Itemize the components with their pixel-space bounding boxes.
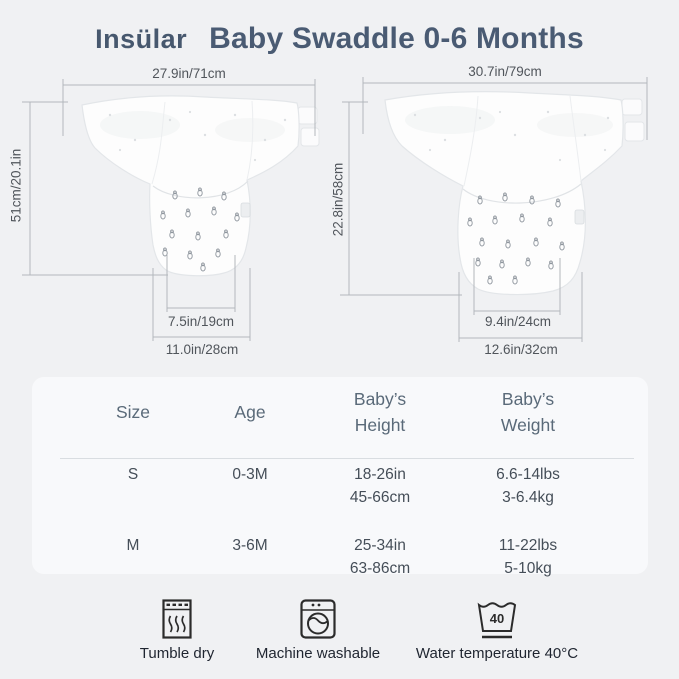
cell-height: 25-34in 63-86cm	[349, 537, 411, 577]
cell-age: 3-6M	[232, 537, 268, 554]
tumble-dry-icon	[162, 599, 192, 641]
small-width-label: 27.9in/71cm	[152, 66, 226, 81]
cell-height: 18-26in 45-66cm	[349, 466, 411, 506]
large-swaddle-dimension-lines	[340, 77, 648, 342]
water-temperature-value: 40	[490, 611, 504, 626]
care-label: Water temperature 40°C	[415, 645, 579, 662]
table-divider	[60, 458, 634, 459]
care-label: Machine washable	[255, 645, 381, 662]
cell-size: S	[127, 466, 139, 483]
care-item-water-temperature: 40 Water temperature 40°C	[387, 599, 607, 662]
cell-weight: 6.6-14lbs 3-6.4kg	[496, 466, 560, 506]
small-swaddle-illustration	[81, 95, 320, 277]
fabric-tag	[240, 202, 251, 218]
size-table-panel: Size Age Baby’s Height Baby’s Weight S 0…	[32, 377, 648, 577]
small-outer-width-label: 11.0in/28cm	[165, 342, 239, 357]
column-header-age: Age	[234, 402, 266, 422]
care-item-machine-washable: Machine washable	[233, 599, 403, 662]
page-title: Baby Swaddle 0-6 Months	[209, 22, 584, 55]
care-label: Tumble dry	[139, 645, 215, 662]
large-swaddle-illustration	[384, 91, 645, 296]
fabric-speckles	[413, 110, 610, 162]
fabric-tag	[574, 209, 585, 225]
large-inner-width-label: 9.4in/24cm	[484, 314, 552, 329]
page-header: Insülar Baby Swaddle 0-6 Months	[0, 16, 679, 62]
large-height-label: 22.8in/58cm	[330, 162, 346, 237]
care-item-tumble-dry: Tumble dry	[107, 599, 247, 662]
column-header-height: Baby’s Height	[353, 389, 407, 435]
brand-logo: Insülar	[95, 23, 188, 54]
large-outer-width-label: 12.6in/32cm	[484, 342, 558, 357]
table-row-size-m: M 3-6M 25-34in 63-86cm 11-22lbs 5-10kg	[32, 534, 648, 580]
water-temperature-icon: 40	[475, 599, 519, 641]
small-inner-width-label: 7.5in/19cm	[167, 314, 235, 329]
small-swaddle-dimension-lines	[22, 79, 316, 341]
fabric-speckles	[108, 110, 287, 162]
cell-size: M	[126, 537, 140, 554]
cell-age: 0-3M	[232, 466, 268, 483]
large-width-label: 30.7in/79cm	[468, 64, 542, 79]
table-row-size-s: S 0-3M 18-26in 45-66cm 6.6-14lbs 3-6.4kg	[32, 463, 648, 509]
machine-washable-icon	[300, 599, 336, 641]
column-header-weight: Baby’s Weight	[500, 389, 556, 435]
small-height-label: 51cm/20.1in	[8, 148, 24, 223]
size-table-header-row: Size Age Baby’s Height Baby’s Weight	[32, 386, 648, 438]
column-header-size: Size	[115, 402, 151, 422]
cell-weight: 11-22lbs 5-10kg	[498, 537, 558, 577]
